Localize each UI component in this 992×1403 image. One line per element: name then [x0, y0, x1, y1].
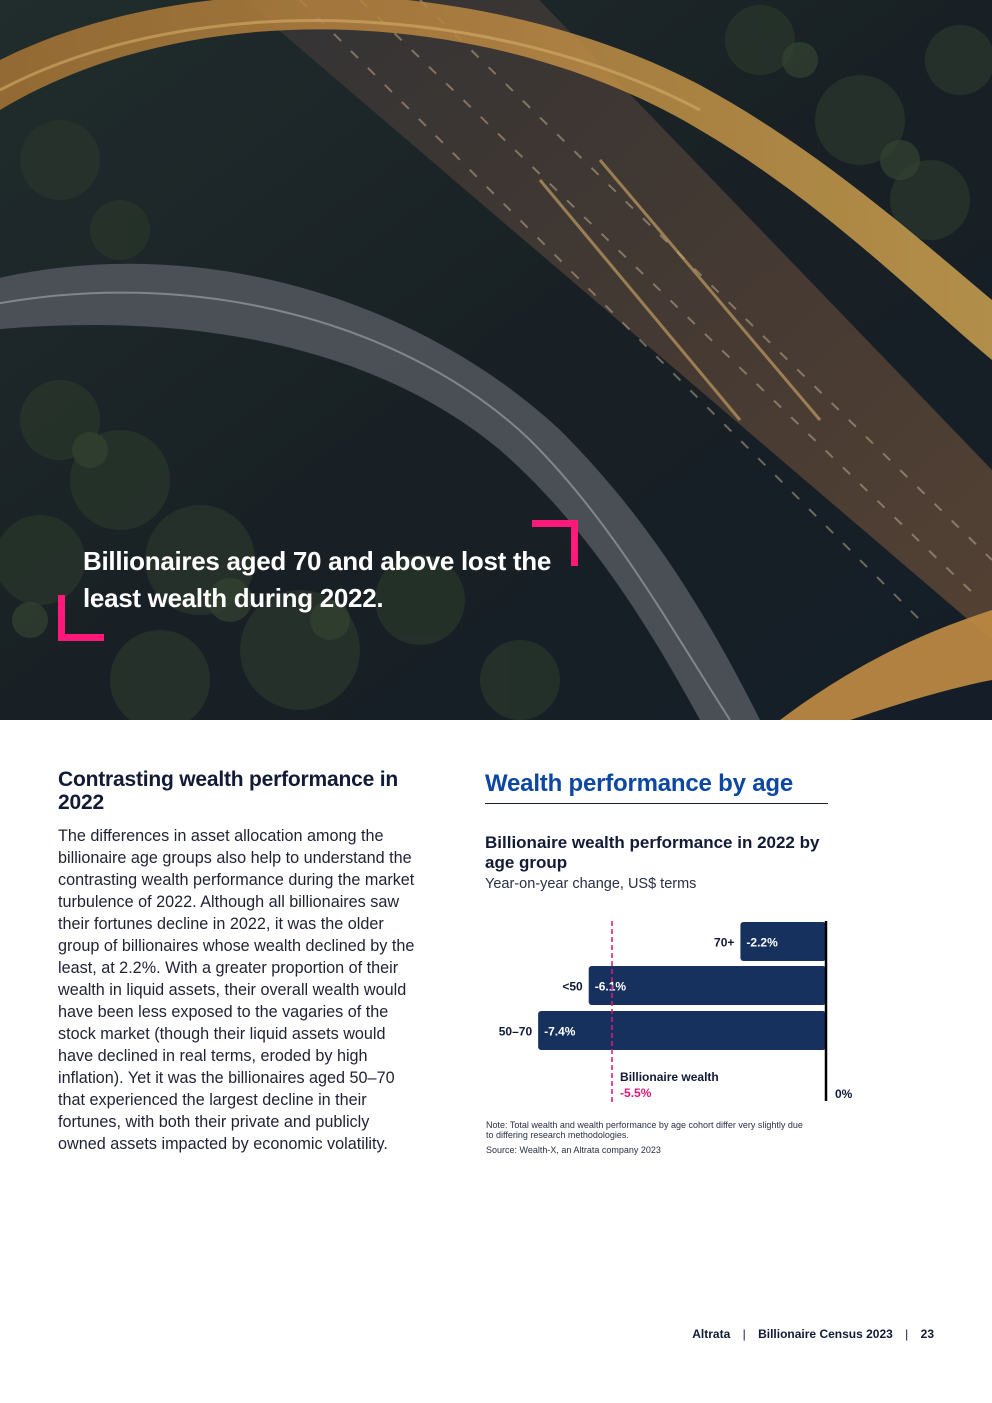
- accent-bracket-top-right: [532, 520, 578, 566]
- category-label: 70+: [714, 936, 734, 950]
- hero-image: Billionaires aged 70 and above lost the …: [0, 0, 992, 720]
- chart-note: Note: Total wealth and wealth performanc…: [486, 1120, 803, 1140]
- category-label: <50: [562, 980, 583, 994]
- bar-value-label: -2.2%: [746, 936, 778, 950]
- bar-2: [538, 1011, 826, 1050]
- age-bar-chart: -2.2% 70+ -6.1% <50 -7.4% 50–70 0% Billionaire …: [485, 915, 865, 1105]
- chart-source: Source: Wealth-X, an Altrata company 202…: [486, 1145, 661, 1155]
- category-label: 50–70: [499, 1025, 533, 1039]
- bar-1: [588, 966, 826, 1005]
- footer-brand: Altrata: [692, 1327, 731, 1341]
- bar-0: [740, 922, 826, 961]
- highway-photo: [0, 0, 992, 720]
- zero-axis-label: 0%: [835, 1087, 853, 1101]
- reference-line-label: Billionaire wealth: [620, 1070, 719, 1084]
- chart-title: Billionaire wealth performance in 2022 b…: [485, 833, 820, 872]
- footer-page-number: 23: [920, 1327, 934, 1341]
- page-footer: Altrata | Billionaire Census 2023 | 23: [692, 1327, 934, 1341]
- reference-line-value: -5.5%: [620, 1086, 652, 1100]
- footer-separator: |: [742, 1327, 746, 1341]
- footer-publication: Billionaire Census 2023: [758, 1327, 893, 1341]
- chart-panel: Wealth performance by age Billionaire we…: [485, 770, 830, 892]
- footer-separator: |: [905, 1327, 909, 1341]
- article-body: The differences in asset allocation amon…: [58, 827, 415, 1153]
- hero-quote: Billionaires aged 70 and above lost the …: [83, 546, 551, 613]
- accent-bracket-bottom-left: [58, 595, 104, 641]
- chart-svg: -2.2% 70+ -6.1% <50 -7.4% 50–70 0% Billionaire …: [499, 921, 853, 1105]
- article-column: Contrasting wealth performance in 2022 T…: [58, 768, 418, 1155]
- section-title: Wealth performance by age: [485, 770, 828, 804]
- chart-subtitle: Year-on-year change, US$ terms: [485, 876, 697, 892]
- article-heading: Contrasting wealth performance in 2022: [58, 768, 398, 814]
- bar-value-label: -7.4%: [544, 1025, 576, 1039]
- bar-value-label: -6.1%: [595, 980, 627, 994]
